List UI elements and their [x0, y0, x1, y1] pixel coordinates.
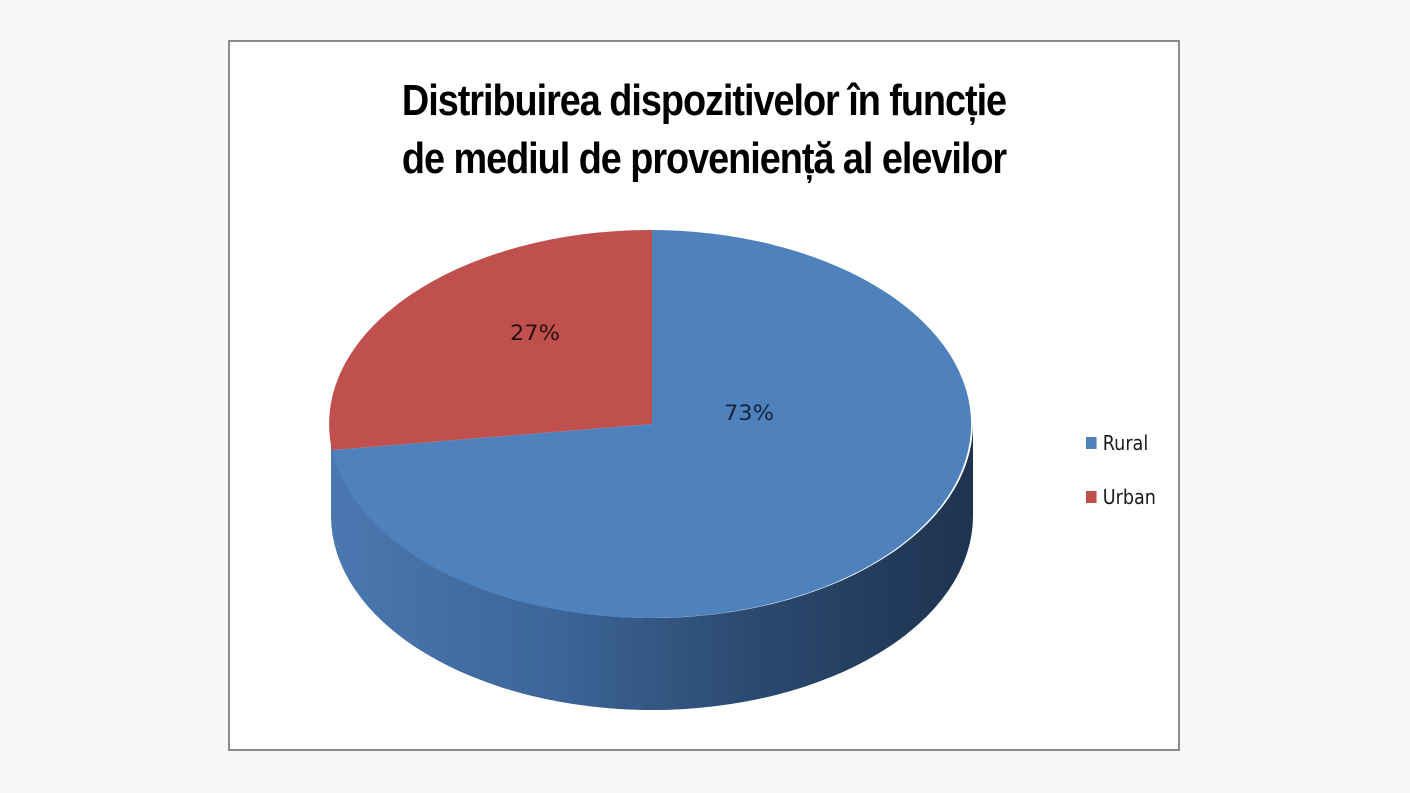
legend-label-urban: Urban — [1102, 485, 1156, 509]
pie-slice-urban[interactable] — [329, 229, 652, 450]
legend-swatch-urban-icon — [1086, 491, 1097, 503]
chart-title: Distribuirea dispozitivelor în funcție d… — [296, 72, 1111, 188]
pie-side-rural — [331, 424, 973, 710]
chart-title-line-1: Distribuirea dispozitivelor în funcție — [401, 76, 1007, 125]
chart-frame: Distribuirea dispozitivelor în funcție d… — [228, 40, 1180, 751]
pie-slice-rural[interactable] — [332, 230, 972, 618]
legend-item-urban[interactable]: Urban — [1086, 485, 1156, 509]
legend-item-rural[interactable]: Rural — [1086, 431, 1156, 455]
data-label-urban: 27% — [510, 321, 560, 345]
pie-chart: 27% 73% — [329, 229, 973, 710]
data-label-rural: 73% — [724, 401, 774, 425]
legend-swatch-rural-icon — [1086, 437, 1097, 449]
legend-label-rural: Rural — [1102, 431, 1149, 455]
chart-title-line-2: de mediul de proveniență al elevilor — [401, 134, 1007, 183]
legend: Rural Urban — [1086, 431, 1166, 540]
